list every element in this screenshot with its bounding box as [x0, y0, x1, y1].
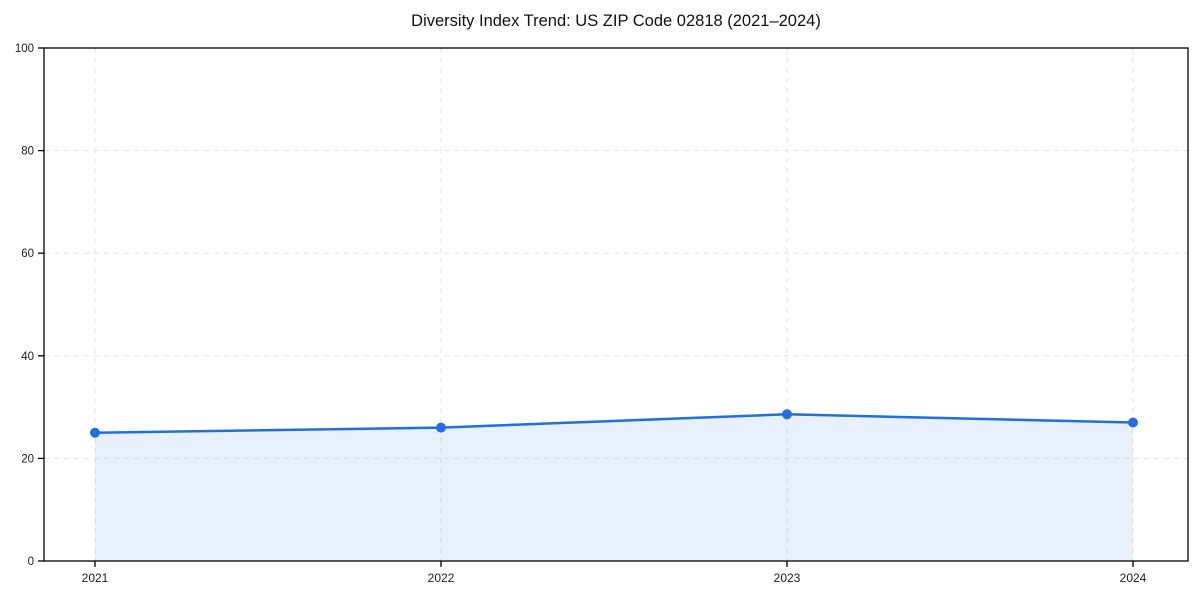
y-tick-label: 20 [21, 453, 34, 465]
x-tick-label: 2021 [82, 571, 109, 585]
x-tick-label: 2023 [774, 571, 801, 585]
trend-line [93, 413, 1135, 434]
data-point [90, 427, 100, 438]
data-point [1128, 417, 1138, 428]
y-tick-label: 0 [28, 556, 34, 568]
chart-title: Diversity Index Trend: US ZIP Code 02818… [411, 12, 821, 30]
y-tick-label: 60 [21, 248, 34, 260]
y-tick-label: 100 [15, 43, 34, 55]
y-tick-label: 80 [21, 146, 34, 158]
data-point [436, 422, 446, 433]
x-tick-label: 2022 [428, 571, 455, 585]
y-tick-label: 40 [21, 351, 34, 363]
data-point [782, 409, 792, 420]
area-fill [95, 414, 1133, 561]
plot-border [43, 47, 1189, 562]
x-tick-label: 2024 [1120, 571, 1147, 585]
